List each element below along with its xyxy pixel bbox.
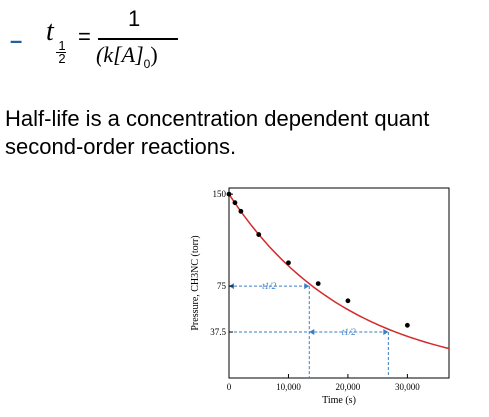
body-line-1: Half-life is a concentration dependent q…	[5, 106, 430, 131]
lhs-sub-fraction-line	[56, 52, 66, 53]
formula-numerator: 1	[128, 6, 141, 31]
plot-frame	[228, 187, 450, 379]
x-axis-label: Time (s)	[322, 395, 356, 406]
arrow-right-icon	[304, 283, 310, 290]
formula-denominator: (k[A]0)	[96, 42, 158, 71]
data-point	[256, 232, 262, 237]
data-point	[232, 200, 238, 206]
body-text: Half-life is a concentration dependent q…	[5, 105, 429, 161]
data-point	[238, 208, 244, 214]
y-tick-label: 37.5	[210, 327, 226, 337]
half-life-label: t1/2	[262, 281, 277, 291]
y-tick-label: 150	[213, 189, 227, 199]
x-tick-label: 30,000	[395, 382, 420, 392]
data-point	[345, 298, 351, 304]
formula-fraction-line	[98, 38, 178, 40]
decay-curve	[228, 193, 450, 350]
x-tick-label: 0	[227, 382, 232, 392]
x-tick-label: 20,000	[336, 382, 361, 392]
half-life-label: t1/2	[342, 327, 357, 337]
lhs-sub-numerator: 1	[58, 38, 66, 53]
formula-equals: =	[78, 24, 91, 49]
y-axis-label: Pressure, CH3NC (torr)	[190, 235, 201, 330]
denominator-close: )	[150, 42, 158, 67]
bullet-marker: –	[10, 28, 23, 53]
body-line-2: second-order reactions.	[5, 134, 237, 159]
data-point	[315, 281, 321, 287]
lhs-sub-denominator: 2	[58, 51, 66, 66]
data-point	[404, 322, 410, 328]
arrow-left-icon	[309, 329, 315, 336]
formula-lhs-subscript: 1 2	[56, 38, 68, 66]
x-tick-label: 10,000	[276, 382, 301, 392]
denominator-open: (k[A]	[96, 42, 144, 67]
formula-lhs: t	[46, 16, 54, 47]
arrow-right-icon	[383, 329, 389, 336]
y-tick-label: 75	[217, 281, 227, 291]
denominator-subscript: 0	[143, 57, 151, 71]
half-life-chart: t1/2 t1/2 0 10,000 20,000 30,000 37.5 75 150 T…	[190, 187, 450, 406]
data-point	[286, 260, 291, 266]
